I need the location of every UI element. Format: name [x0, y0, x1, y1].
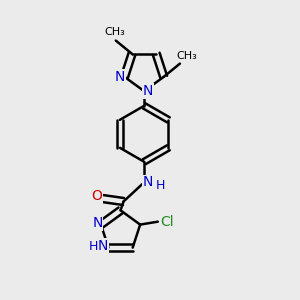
Text: H: H — [156, 179, 165, 192]
Text: N: N — [115, 70, 125, 84]
Text: O: O — [91, 189, 102, 203]
Text: Cl: Cl — [160, 215, 173, 229]
Text: CH₃: CH₃ — [104, 27, 125, 37]
Text: N: N — [142, 84, 153, 98]
Text: N: N — [92, 216, 103, 230]
Text: CH₃: CH₃ — [176, 51, 197, 61]
Text: H: H — [89, 240, 98, 253]
Text: N: N — [98, 239, 108, 253]
Text: N: N — [142, 176, 153, 189]
